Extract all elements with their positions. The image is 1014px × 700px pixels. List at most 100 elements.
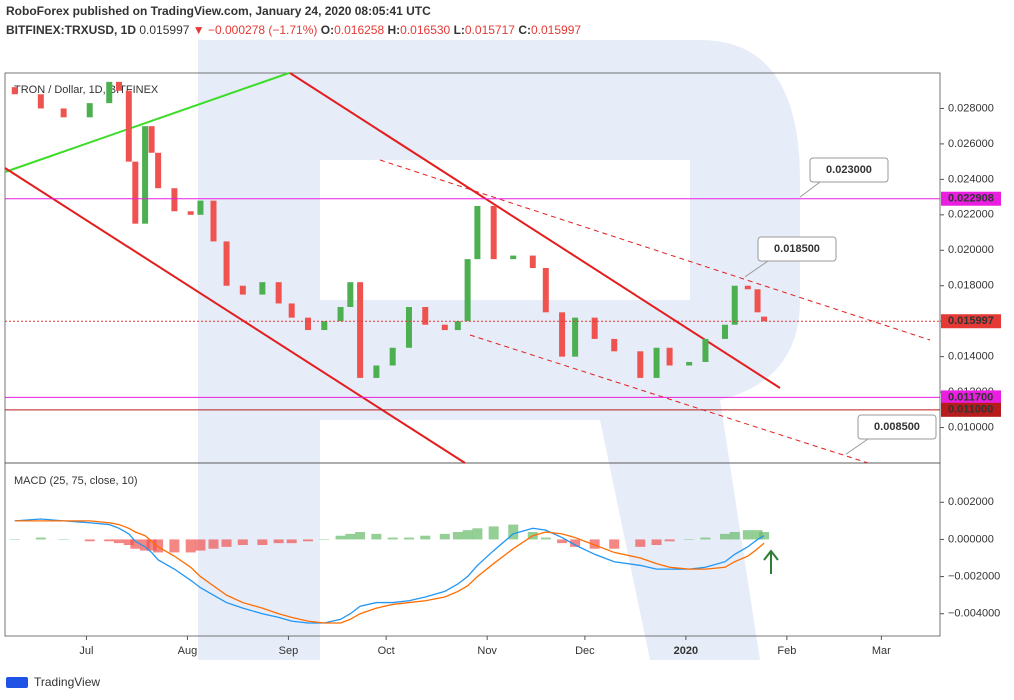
macd-line — [14, 520, 765, 624]
callout-label: 0.018500 — [774, 243, 820, 255]
candle — [275, 282, 282, 304]
histogram-bar — [664, 539, 675, 542]
histogram-bar — [153, 539, 164, 553]
histogram-bar — [472, 528, 483, 540]
candle — [210, 200, 217, 242]
candle — [744, 285, 751, 290]
candle — [405, 307, 412, 348]
y-tick-label: 0.026000 — [948, 138, 994, 150]
candle — [60, 108, 67, 118]
level-tag — [941, 390, 1001, 405]
candle — [572, 317, 579, 357]
level-tag — [941, 314, 1001, 329]
histogram-bar — [123, 539, 134, 545]
candle — [116, 81, 123, 91]
level-label: 0.022908 — [948, 193, 994, 205]
publisher: RoboForex published on TradingView.com, … — [6, 4, 431, 18]
histogram-bar — [319, 539, 330, 540]
last: 0.015997 — [139, 23, 189, 37]
histogram-bar — [286, 539, 297, 544]
histogram-bar — [273, 539, 284, 544]
histogram-bar — [742, 530, 753, 540]
candle — [510, 255, 517, 260]
y-tick-label: −0.002000 — [948, 570, 1000, 582]
histogram-bar — [195, 539, 206, 551]
histogram-bar — [700, 537, 711, 540]
y-tick-label: 0.014000 — [948, 351, 994, 363]
candle — [464, 259, 471, 322]
trend-line — [4, 72, 290, 173]
candle — [37, 94, 44, 109]
candle — [171, 188, 178, 212]
level-tag — [941, 402, 1001, 417]
callout-box — [809, 157, 889, 183]
histogram-bar — [589, 539, 600, 549]
candle — [761, 316, 768, 322]
histogram-bar — [130, 539, 141, 549]
price-title: TRON / Dollar, 1D, BITFINEX — [14, 84, 159, 96]
candle — [529, 255, 536, 268]
candle — [686, 361, 693, 366]
ohlc-value: 0.015997 — [531, 23, 581, 37]
histogram-bar — [719, 533, 730, 540]
candle — [347, 282, 354, 307]
candle — [731, 285, 738, 325]
histogram-bar — [114, 539, 125, 544]
candle — [197, 200, 204, 215]
y-tick-label: 0.018000 — [948, 280, 994, 292]
candle — [223, 241, 230, 286]
y-tick-label: 0.022000 — [948, 209, 994, 221]
ohlc-value: 0.016530 — [400, 23, 450, 37]
callout-label: 0.008500 — [874, 421, 920, 433]
symbol: BITFINEX:TRXUSD, 1D — [6, 23, 136, 37]
candle — [653, 347, 660, 378]
x-tick-label: Nov — [477, 645, 497, 657]
channel-line — [469, 334, 869, 464]
histogram-bar — [185, 539, 196, 553]
x-tick-label: Sep — [279, 645, 299, 657]
candle — [106, 81, 113, 104]
candle — [304, 317, 311, 331]
candle — [357, 282, 364, 378]
y-tick-label: 0.028000 — [948, 102, 994, 114]
candle — [11, 87, 18, 95]
footer: TradingView — [34, 675, 100, 689]
candle — [559, 312, 566, 357]
candle — [474, 205, 481, 260]
histogram-bar — [488, 526, 499, 540]
trend-line — [4, 167, 466, 464]
histogram-bar — [387, 537, 398, 540]
y-tick-label: 0.010000 — [948, 421, 994, 433]
candle — [542, 268, 549, 313]
logo — [6, 677, 28, 688]
watermark — [198, 40, 800, 660]
histogram-bar — [371, 533, 382, 540]
x-tick-label: Dec — [575, 645, 595, 657]
histogram-bar — [104, 539, 115, 542]
arrow — [763, 549, 779, 574]
ohlc-label: O: — [321, 23, 334, 37]
ohlc-label: H: — [388, 23, 401, 37]
histogram-bar — [302, 539, 313, 542]
level-tag — [941, 191, 1001, 206]
histogram-bar — [208, 539, 219, 549]
histogram-bar — [335, 535, 346, 540]
candle — [321, 321, 328, 331]
candle — [441, 324, 448, 331]
y-tick-label: 0.002000 — [948, 496, 994, 508]
y-tick-label: −0.004000 — [948, 608, 1000, 620]
candle — [259, 282, 266, 295]
macd-line — [14, 518, 765, 624]
candle — [611, 338, 618, 352]
macd-title: MACD (25, 75, close, 10) — [14, 475, 138, 487]
candle — [454, 321, 461, 331]
callout-pointer — [845, 438, 869, 455]
histogram-bar — [609, 539, 620, 549]
candle — [637, 351, 644, 378]
candle — [337, 307, 344, 322]
candle — [373, 365, 380, 378]
candle — [422, 307, 429, 325]
candle — [132, 161, 139, 224]
candle — [239, 285, 246, 295]
